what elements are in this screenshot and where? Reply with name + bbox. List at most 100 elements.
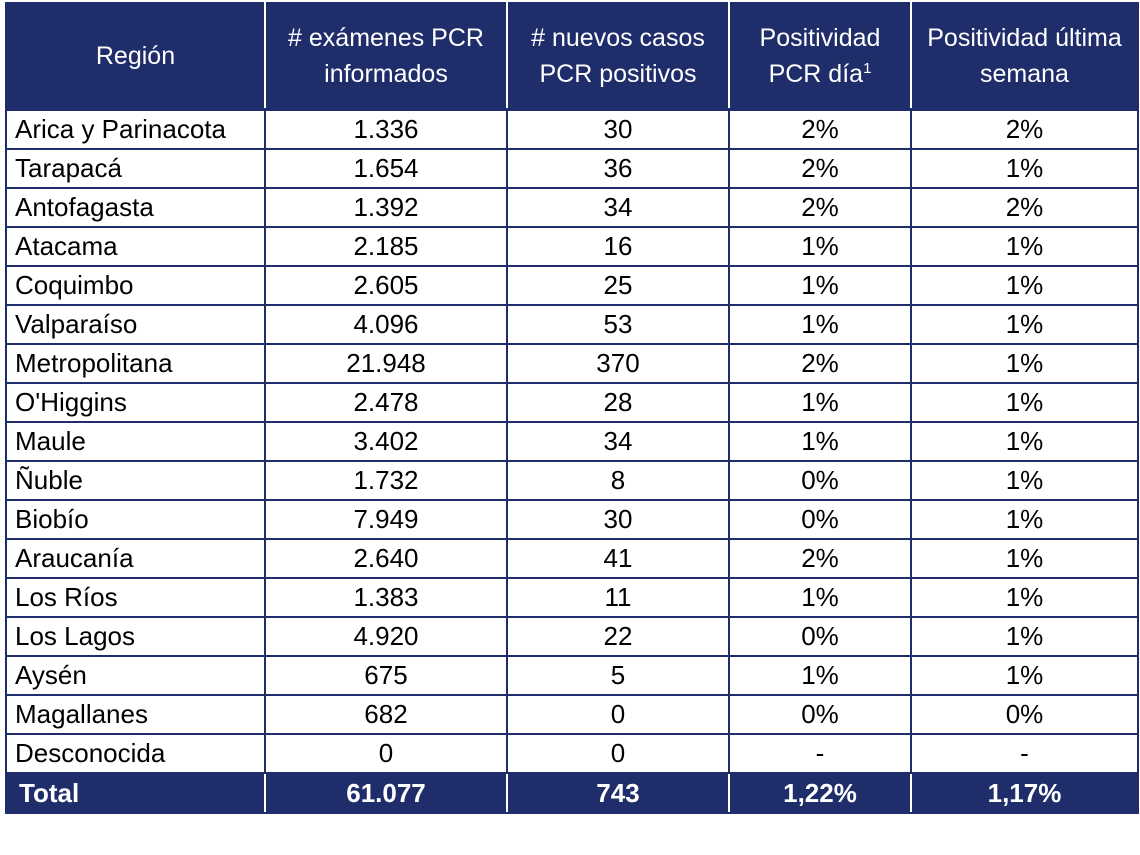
header-positivity-week: Positividad última semana (910, 2, 1139, 111)
cell-new-cases: 11 (506, 577, 730, 618)
cell-new-cases: 34 (506, 187, 730, 228)
table-row: Los Ríos 1.383 11 1% 1% (5, 577, 1139, 618)
cell-pcr-tests: 2.605 (264, 265, 508, 306)
cell-new-cases: 53 (506, 304, 730, 345)
cell-new-cases: 41 (506, 538, 730, 579)
cell-positivity-day: 0% (728, 616, 912, 657)
table-row: Tarapacá 1.654 36 2% 1% (5, 148, 1139, 189)
cell-new-cases: 30 (506, 499, 730, 540)
cell-positivity-week: 1% (910, 265, 1139, 306)
total-pcr-tests: 61.077 (264, 772, 508, 814)
cell-new-cases: 28 (506, 382, 730, 423)
cell-region: Los Lagos (5, 616, 266, 657)
table-row: Los Lagos 4.920 22 0% 1% (5, 616, 1139, 657)
cell-new-cases: 5 (506, 655, 730, 696)
cell-region: Los Ríos (5, 577, 266, 618)
cell-pcr-tests: 2.640 (264, 538, 508, 579)
cell-positivity-week: 1% (910, 460, 1139, 501)
cell-region: Coquimbo (5, 265, 266, 306)
cell-positivity-day: 1% (728, 226, 912, 267)
header-positivity-week-label: Positividad última semana (927, 24, 1122, 88)
cell-positivity-day: 1% (728, 304, 912, 345)
table-row: Arica y Parinacota 1.336 30 2% 2% (5, 108, 1139, 150)
cell-pcr-tests: 1.654 (264, 148, 508, 189)
cell-region: Metropolitana (5, 343, 266, 384)
cell-positivity-week: 1% (910, 226, 1139, 267)
table-row: Metropolitana 21.948 370 2% 1% (5, 343, 1139, 384)
table-row: Aysén 675 5 1% 1% (5, 655, 1139, 696)
total-positivity-week: 1,17% (910, 772, 1139, 814)
header-row: Región # exámenes PCR informados # nuevo… (5, 2, 1139, 111)
table-body: Arica y Parinacota 1.336 30 2% 2% Tarapacá 1.6… (5, 108, 1139, 774)
header-region-label: Región (95, 42, 176, 70)
cell-positivity-week: 1% (910, 616, 1139, 657)
cell-region: O'Higgins (5, 382, 266, 423)
footnote-marker: 1 (863, 60, 872, 77)
table-row: Ñuble 1.732 8 0% 1% (5, 460, 1139, 501)
cell-pcr-tests: 1.732 (264, 460, 508, 501)
header-new-cases: # nuevos casos PCR positivos (506, 2, 730, 111)
cell-pcr-tests: 4.096 (264, 304, 508, 345)
cell-positivity-day: 2% (728, 108, 912, 150)
cell-region: Atacama (5, 226, 266, 267)
cell-pcr-tests: 1.383 (264, 577, 508, 618)
table-row: Araucanía 2.640 41 2% 1% (5, 538, 1139, 579)
cell-pcr-tests: 4.920 (264, 616, 508, 657)
cell-positivity-day: 0% (728, 694, 912, 735)
cell-new-cases: 34 (506, 421, 730, 462)
cell-positivity-day: 1% (728, 265, 912, 306)
cell-positivity-day: 0% (728, 499, 912, 540)
cell-positivity-week: 0% (910, 694, 1139, 735)
cell-pcr-tests: 1.336 (264, 108, 508, 150)
cell-new-cases: 25 (506, 265, 730, 306)
cell-new-cases: 16 (506, 226, 730, 267)
table-row: Maule 3.402 34 1% 1% (5, 421, 1139, 462)
cell-region: Magallanes (5, 694, 266, 735)
cell-region: Maule (5, 421, 266, 462)
header-positivity-day-label: Positividad PCR día (759, 24, 881, 88)
pcr-table-container: Región # exámenes PCR informados # nuevo… (5, 2, 1139, 814)
total-row: Total 61.077 743 1,22% 1,17% (5, 772, 1139, 814)
cell-positivity-week: 1% (910, 655, 1139, 696)
cell-positivity-day: 2% (728, 148, 912, 189)
cell-pcr-tests: 3.402 (264, 421, 508, 462)
pcr-region-table: Región # exámenes PCR informados # nuevo… (5, 2, 1139, 814)
header-region: Región (5, 2, 266, 111)
cell-pcr-tests: 2.185 (264, 226, 508, 267)
cell-pcr-tests: 2.478 (264, 382, 508, 423)
table-row: Atacama 2.185 16 1% 1% (5, 226, 1139, 267)
cell-positivity-week: 1% (910, 421, 1139, 462)
cell-pcr-tests: 675 (264, 655, 508, 696)
cell-region: Araucanía (5, 538, 266, 579)
cell-new-cases: 36 (506, 148, 730, 189)
cell-pcr-tests: 21.948 (264, 343, 508, 384)
table-row: Biobío 7.949 30 0% 1% (5, 499, 1139, 540)
cell-new-cases: 8 (506, 460, 730, 501)
cell-region: Antofagasta (5, 187, 266, 228)
cell-region: Tarapacá (5, 148, 266, 189)
cell-region: Arica y Parinacota (5, 108, 266, 150)
total-label: Total (5, 772, 266, 814)
cell-region: Desconocida (5, 733, 266, 774)
cell-positivity-week: 1% (910, 382, 1139, 423)
table-header: Región # exámenes PCR informados # nuevo… (5, 2, 1139, 111)
cell-positivity-day: 1% (728, 655, 912, 696)
cell-positivity-week: 2% (910, 108, 1139, 150)
cell-pcr-tests: 682 (264, 694, 508, 735)
cell-region: Ñuble (5, 460, 266, 501)
cell-positivity-week: 1% (910, 577, 1139, 618)
cell-pcr-tests: 0 (264, 733, 508, 774)
total-new-cases: 743 (506, 772, 730, 814)
cell-positivity-week: - (910, 733, 1139, 774)
cell-region: Aysén (5, 655, 266, 696)
cell-new-cases: 370 (506, 343, 730, 384)
cell-positivity-week: 1% (910, 538, 1139, 579)
table-row: Coquimbo 2.605 25 1% 1% (5, 265, 1139, 306)
cell-positivity-week: 1% (910, 148, 1139, 189)
table-row: Valparaíso 4.096 53 1% 1% (5, 304, 1139, 345)
cell-positivity-day: - (728, 733, 912, 774)
header-pcr-tests-label: # exámenes PCR informados (288, 24, 484, 88)
cell-positivity-day: 1% (728, 421, 912, 462)
table-row: O'Higgins 2.478 28 1% 1% (5, 382, 1139, 423)
table-row: Desconocida 0 0- - (5, 733, 1139, 774)
